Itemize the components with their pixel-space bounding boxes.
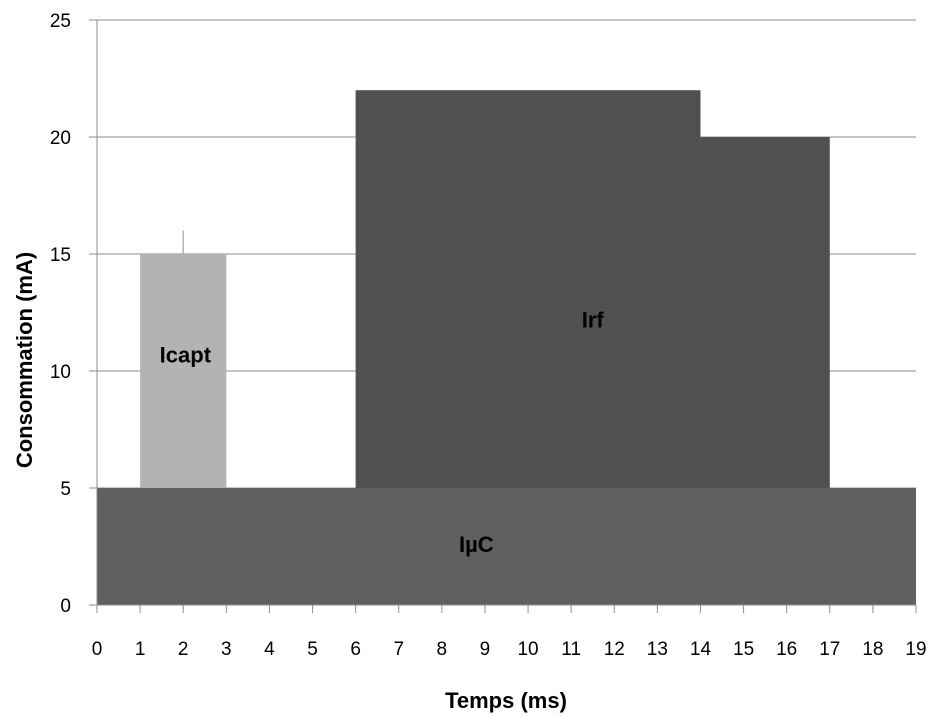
regions [97, 90, 916, 605]
x-tick-label: 14 [690, 639, 712, 660]
x-tick-label: 17 [819, 639, 840, 660]
region-labels: IµC Icapt Irf [160, 308, 605, 558]
y-tick-label: 5 [60, 479, 71, 500]
region-label: Irf [582, 308, 605, 333]
x-tick-label: 18 [862, 639, 883, 660]
x-tick-label: 10 [517, 639, 538, 660]
x-tick-label: 5 [307, 639, 318, 660]
y-tick-label: 25 [50, 11, 71, 32]
x-tick-label: 11 [561, 639, 581, 660]
x-tick-label: 8 [437, 639, 448, 660]
region-0-segment-0 [97, 488, 916, 605]
x-tick-label: 3 [221, 639, 232, 660]
region-label: IµC [459, 532, 494, 557]
x-tick-label: 2 [178, 639, 189, 660]
x-tick-label: 13 [647, 639, 668, 660]
x-tick-label: 15 [733, 639, 754, 660]
axes [89, 19, 917, 613]
x-tick-label: 6 [350, 639, 361, 660]
region-2-segment-1 [700, 137, 830, 488]
x-tick-label: 19 [905, 639, 926, 660]
x-tick-label: 9 [480, 639, 491, 660]
y-tick-label: 10 [50, 362, 71, 383]
y-tick-label: 0 [60, 596, 71, 617]
x-tick-label: 7 [393, 639, 404, 660]
region-2-segment-0 [355, 90, 701, 488]
region-label: Icapt [160, 343, 212, 368]
y-axis-title: Consommation (mA) [12, 252, 37, 468]
x-axis-title: Temps (ms) [445, 688, 567, 713]
x-tick-label: 1 [135, 639, 146, 660]
x-tick-label: 16 [776, 639, 797, 660]
y-tick-label: 15 [50, 245, 71, 266]
x-tick-label: 0 [92, 639, 103, 660]
region-1-segment-0 [140, 254, 227, 488]
y-tick-label: 20 [50, 128, 71, 149]
x-tick-label: 12 [604, 639, 625, 660]
x-tick-label: 4 [264, 639, 275, 660]
